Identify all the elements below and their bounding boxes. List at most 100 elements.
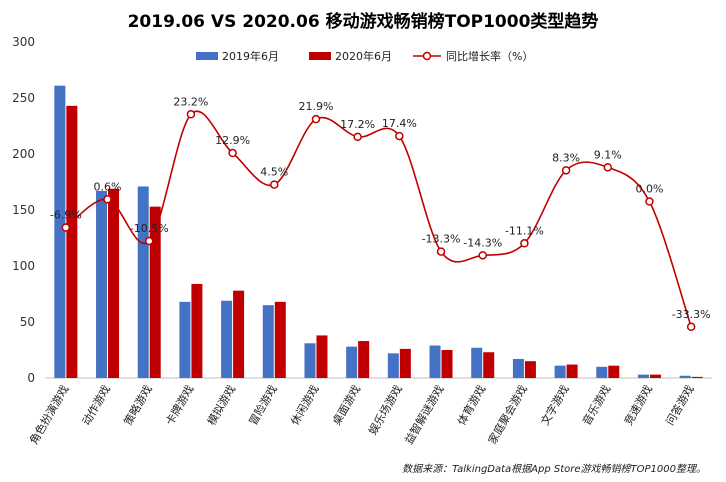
bar-2019 (137, 186, 149, 378)
bar-2019 (96, 190, 108, 378)
x-category-label: 模拟游戏 (204, 383, 238, 428)
growth-label: 8.3% (552, 151, 580, 164)
y-tick-label: 50 (20, 315, 35, 329)
x-category-label: 音乐游戏 (579, 383, 613, 428)
x-category-label: 竞速游戏 (621, 383, 655, 428)
bar-2019 (387, 353, 399, 378)
growth-point (228, 148, 237, 158)
y-tick-label: 100 (12, 259, 35, 273)
bar-2020 (316, 335, 328, 378)
y-axis: 0 50 100 150 200 250 300 (12, 35, 35, 385)
x-category-label: 休闲游戏 (287, 383, 321, 428)
growth-point (436, 247, 446, 256)
y-tick-label: 200 (12, 147, 35, 161)
bar-2020 (149, 206, 161, 378)
bar-2020 (441, 350, 453, 378)
growth-point (186, 110, 196, 119)
bar-2020 (399, 348, 411, 378)
bar-2020 (608, 365, 620, 378)
bar-2019 (637, 374, 649, 378)
x-category-label: 冒险游戏 (246, 383, 280, 428)
growth-label: -33.3% (672, 308, 711, 321)
growth-label: -10.5% (130, 222, 169, 235)
growth-label: -11.1% (505, 224, 544, 237)
growth-label: -14.3% (463, 236, 502, 249)
growth-point (561, 166, 571, 175)
growth-line (65, 110, 692, 328)
x-category-label: 角色扮演游戏 (26, 383, 71, 447)
growth-label: 23.2% (173, 95, 208, 108)
legend-marker-growth (422, 51, 432, 61)
growth-point (645, 197, 654, 206)
bar-2019 (179, 301, 191, 378)
x-category-label: 动作游戏 (80, 383, 113, 428)
bar-2019 (262, 305, 274, 378)
bar-2020 (524, 361, 536, 378)
bar-2019 (512, 358, 524, 378)
growth-point (478, 251, 487, 260)
bar-2020 (66, 105, 78, 378)
growth-point (311, 114, 321, 124)
bar-2019 (596, 366, 608, 378)
x-category-label: 文字游戏 (538, 383, 572, 428)
x-category-label: 家庭聚会游戏 (485, 383, 530, 447)
growth-label: 12.9% (215, 134, 250, 147)
growth-label: 17.2% (340, 118, 375, 131)
bar-2019 (429, 345, 441, 378)
y-tick-label: 150 (12, 203, 35, 217)
x-category-label: 桌面游戏 (330, 383, 363, 428)
bar-2019 (471, 347, 483, 378)
growth-label: -13.3% (422, 233, 461, 246)
bar-2019 (221, 300, 233, 378)
legend-swatch-2020 (309, 52, 331, 60)
bar-2019 (554, 365, 566, 378)
growth-label: 17.4% (382, 117, 417, 130)
growth-label: -6.9% (50, 209, 82, 222)
x-category-label: 体育游戏 (454, 383, 488, 428)
bars-group (54, 85, 703, 379)
x-category-label: 娱乐场游戏 (365, 383, 405, 438)
bar-2019 (304, 343, 316, 378)
legend-label-2020: 2020年6月 (335, 49, 392, 63)
growth-point (353, 132, 362, 142)
x-category-label: 益智解谜游戏 (402, 383, 447, 447)
bar-2020 (649, 374, 661, 378)
legend-swatch-2019 (196, 52, 218, 60)
legend: 2019年6月 2020年6月 同比增长率（%） (196, 49, 533, 63)
bar-2020 (108, 188, 120, 378)
growth-point (61, 223, 71, 232)
x-category-label: 卡牌游戏 (162, 383, 196, 428)
growth-label: 0.0% (635, 183, 663, 196)
bar-2019 (346, 346, 358, 378)
bar-2020 (691, 376, 703, 378)
bar-2019 (679, 375, 691, 378)
bar-2020 (233, 290, 245, 378)
growth-label: 21.9% (298, 100, 333, 113)
growth-point (270, 180, 279, 189)
chart-title: 2019.06 VS 2020.06 移动游戏畅销榜TOP1000类型趋势 (128, 11, 599, 32)
bar-2020 (358, 341, 370, 378)
growth-point (686, 322, 696, 332)
growth-label: 4.5% (260, 166, 288, 179)
y-tick-label: 0 (27, 371, 35, 385)
legend-label-growth: 同比增长率（%） (446, 49, 533, 63)
x-category-label: 策略游戏 (121, 383, 155, 428)
bar-2019 (54, 85, 66, 379)
bar-2020 (566, 364, 578, 378)
bar-2020 (274, 301, 286, 378)
growth-label: 9.1% (594, 148, 622, 161)
growth-point (103, 195, 112, 204)
growth-label: 0.6% (94, 180, 122, 193)
growth-line-group: -6.9% 0.6% -10.5% 23.2% 12.9% 4.5% 21.9% 17.2% 1… (50, 95, 711, 332)
growth-point (144, 236, 154, 246)
bar-2020 (191, 283, 203, 378)
legend-label-2019: 2019年6月 (222, 49, 279, 63)
bar-2020 (483, 352, 495, 378)
x-category-label: 问答游戏 (663, 383, 697, 428)
y-tick-label: 250 (12, 91, 35, 105)
x-category-labels: 角色扮演游戏 动作游戏 策略游戏 卡牌游戏 模拟游戏 冒险游戏 休闲游戏 桌面游戏 娱乐场游戏益… (26, 383, 696, 447)
source-note: 数据来源：TalkingData根据App Store游戏畅销榜TOP1000整… (402, 463, 706, 475)
y-tick-label: 300 (12, 35, 35, 49)
